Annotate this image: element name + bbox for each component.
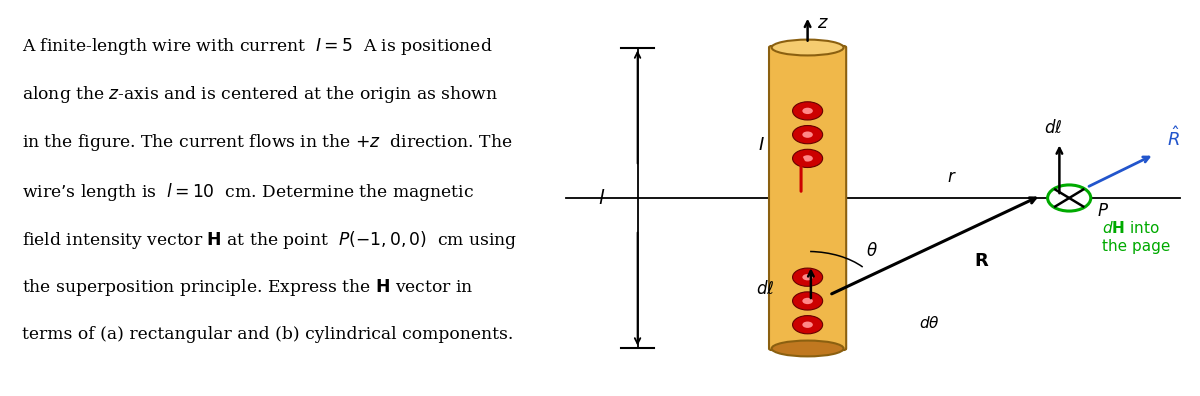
Text: $\theta$: $\theta$ [866, 242, 878, 261]
Text: $P$: $P$ [1097, 202, 1109, 220]
Circle shape [803, 108, 812, 114]
Text: along the $z$-axis and is centered at the origin as shown: along the $z$-axis and is centered at th… [22, 84, 498, 105]
Circle shape [803, 322, 812, 328]
Text: $z$: $z$ [817, 14, 829, 32]
Circle shape [792, 316, 823, 334]
Text: $d\mathbf{H}$ into
the page: $d\mathbf{H}$ into the page [1102, 220, 1170, 254]
Text: field intensity vector $\mathbf{H}$ at the point  $P(-1, 0, 0)$  cm using: field intensity vector $\mathbf{H}$ at t… [22, 229, 517, 251]
Circle shape [792, 149, 823, 168]
Circle shape [803, 274, 812, 280]
FancyBboxPatch shape [769, 46, 846, 350]
Text: $\mathbf{R}$: $\mathbf{R}$ [974, 252, 990, 270]
Text: $I$: $I$ [758, 137, 766, 154]
Circle shape [1048, 185, 1091, 211]
Circle shape [792, 126, 823, 144]
Text: the superposition principle. Express the $\mathbf{H}$ vector in: the superposition principle. Express the… [22, 277, 473, 298]
Circle shape [803, 131, 812, 138]
Ellipse shape [772, 341, 844, 356]
Ellipse shape [772, 40, 844, 55]
Text: A finite-length wire with current  $I = 5$  A is positioned: A finite-length wire with current $I = 5… [22, 36, 492, 57]
Text: $l$: $l$ [598, 188, 605, 208]
Text: wire’s length is  $l = 10$  cm. Determine the magnetic: wire’s length is $l = 10$ cm. Determine … [22, 181, 474, 203]
Text: $d\theta$: $d\theta$ [919, 315, 940, 331]
Circle shape [792, 292, 823, 310]
Text: $d\ell$: $d\ell$ [756, 280, 775, 298]
Text: $\hat{R}$: $\hat{R}$ [1168, 127, 1180, 150]
Text: terms of (a) rectangular and (b) cylindrical components.: terms of (a) rectangular and (b) cylindr… [22, 326, 514, 343]
Circle shape [792, 268, 823, 286]
Text: $d\ell$: $d\ell$ [1044, 119, 1062, 137]
Circle shape [803, 298, 812, 304]
Text: $r$: $r$ [947, 168, 956, 186]
Circle shape [792, 102, 823, 120]
Circle shape [803, 155, 812, 162]
Text: in the figure. The current flows in the $+z$  direction. The: in the figure. The current flows in the … [22, 132, 512, 153]
